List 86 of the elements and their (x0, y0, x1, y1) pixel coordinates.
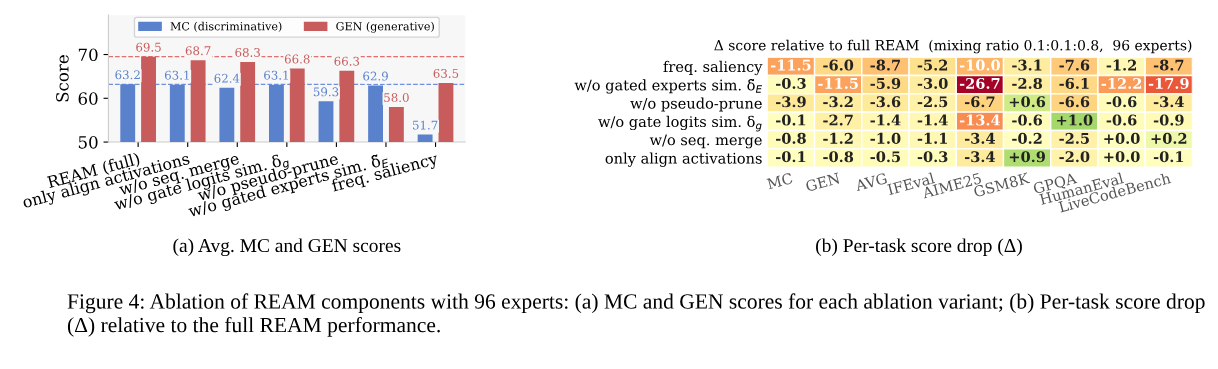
y-tick-label: 60 (78, 92, 98, 105)
data-label: +0.2 (1151, 132, 1187, 144)
data-label: 63.1 (264, 70, 288, 80)
data-label: -3.0 (917, 77, 948, 89)
data-label: 63.2 (115, 70, 140, 80)
data-label: -2.7 (823, 114, 853, 126)
data-label: -7.6 (1059, 59, 1090, 71)
data-label: -12.2 (1101, 77, 1142, 89)
x-tick-label: MC (766, 172, 794, 190)
data-label: -5.2 (917, 59, 948, 71)
data-label: +0.6 (1009, 96, 1046, 108)
data-label: -3.4 (1153, 96, 1184, 108)
data-label: -0.5 (870, 151, 901, 163)
data-label: -3.9 (776, 96, 806, 108)
data-label: 68.7 (185, 46, 211, 56)
data-label: -1.4 (870, 114, 901, 126)
legend-label: MC (discriminative) (170, 21, 282, 32)
y-tick-label: w/o gate logits sim. δ$_{g}$ (598, 115, 762, 132)
data-label: -0.1 (776, 114, 806, 126)
data-label: -17.9 (1148, 77, 1189, 89)
y-axis-title: Score (56, 55, 69, 102)
data-label: 51.7 (412, 120, 438, 130)
data-label: -3.4 (964, 132, 995, 144)
data-label: -13.4 (959, 114, 1001, 126)
data-label: 58.0 (384, 93, 409, 102)
y-tick-label: w/o gated experts sim. δ̃$_{E}$ (574, 79, 763, 94)
data-label: -0.1 (1153, 151, 1184, 163)
data-label: -1.1 (917, 132, 947, 144)
data-label: +0.0 (1104, 132, 1140, 144)
data-label: -3.4 (964, 151, 995, 163)
y-tick-label: 50 (78, 136, 98, 149)
data-label: -0.6 (1012, 114, 1043, 126)
x-tick-label: GEN (805, 172, 841, 192)
data-label: -2.0 (1059, 151, 1090, 163)
data-label: -8.7 (870, 59, 900, 71)
data-label: -0.8 (776, 132, 806, 144)
data-label: -3.2 (823, 96, 853, 108)
data-label: 69.5 (136, 42, 161, 52)
data-label: 62.9 (363, 71, 388, 81)
data-label: -3.1 (1012, 59, 1042, 71)
data-label: -1.2 (823, 132, 853, 144)
data-label: -3.6 (870, 96, 901, 108)
data-label: -11.5 (818, 77, 858, 89)
caption: Figure 4: Ablation of REAM components with 96 experts: (a) MC and GEN scores for each ablation variant; (b) Per-task score drop (Δ) relative to the full REAM performance. (67, 293, 1205, 337)
y-tick-label: w/o seq. merge (649, 134, 762, 149)
data-label: -1.0 (870, 132, 901, 144)
data-label: -5.9 (870, 77, 901, 89)
chart-title: Δ score relative to full REAM (mixing ratio 0.1:0.1:0.8, 96 experts) (714, 39, 1192, 54)
text: (b) Per-task score drop (Δ) (816, 238, 1022, 257)
data-label: 63.5 (433, 68, 459, 78)
data-label: -0.2 (1012, 132, 1042, 144)
data-label: -26.7 (959, 77, 1000, 89)
data-label: -0.1 (776, 151, 806, 163)
data-label: -6.6 (1059, 96, 1090, 108)
y-tick-label: freq. saliency (663, 60, 763, 76)
data-label: -11.5 (770, 59, 811, 71)
data-label: -1.4 (917, 114, 948, 126)
data-label: +0.0 (1104, 151, 1140, 163)
data-label: -10.0 (959, 59, 1000, 71)
legend-label: GEN (generative) (336, 21, 434, 33)
data-label: 66.8 (284, 54, 310, 64)
data-label: -0.8 (823, 151, 854, 163)
data-label: -0.6 (1106, 114, 1137, 126)
data-label: -2.5 (917, 96, 948, 108)
data-label: -2.8 (1012, 77, 1043, 89)
text: (a) Avg. MC and GEN scores (173, 238, 401, 257)
data-label: -0.3 (917, 151, 948, 163)
data-label: +0.9 (1009, 151, 1045, 163)
data-label: 59.3 (313, 87, 339, 97)
data-label: 63.1 (164, 70, 189, 80)
data-label: -0.6 (1106, 96, 1137, 108)
data-label: +1.0 (1057, 114, 1093, 126)
data-label: -6.0 (823, 59, 854, 71)
x-tick-label: AVG (854, 172, 888, 192)
data-label: -0.9 (1153, 114, 1184, 126)
y-tick-label: w/o pseudo-prune (630, 97, 762, 112)
data-label: -1.2 (1106, 59, 1136, 71)
data-label: -0.3 (776, 77, 806, 89)
data-label: 66.3 (334, 56, 360, 66)
data-label: -6.1 (1059, 77, 1089, 89)
data-label: 62.4 (214, 73, 240, 83)
data-label: -8.7 (1153, 59, 1184, 71)
data-label: 68.3 (235, 47, 260, 57)
data-label: -2.5 (1059, 132, 1089, 144)
y-tick-label: 70 (78, 48, 98, 62)
data-label: -6.7 (964, 96, 995, 108)
